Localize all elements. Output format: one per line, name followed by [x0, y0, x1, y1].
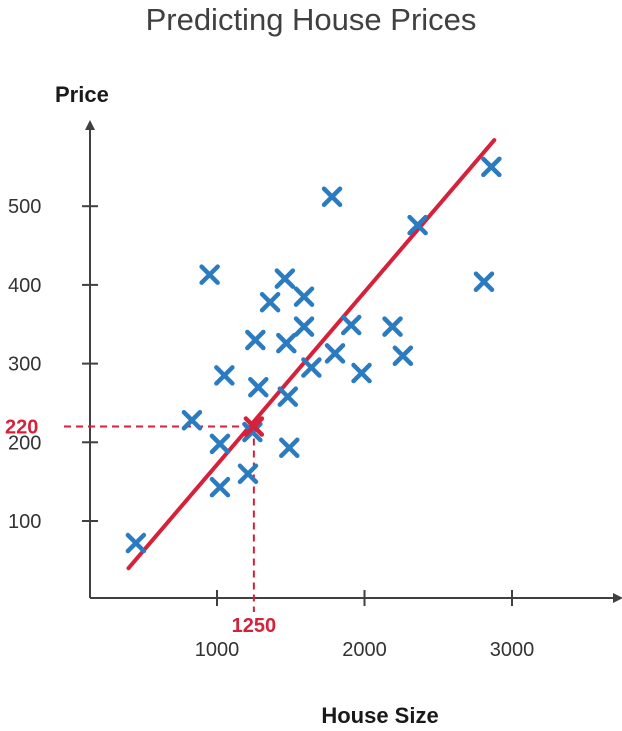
x-axis-label: House Size: [321, 703, 438, 728]
highlight-x-label: 1250: [232, 615, 277, 637]
y-tick-label: 500: [8, 196, 41, 218]
axes: [85, 120, 622, 603]
data-point: [324, 343, 346, 364]
x-tick-label: 2000: [342, 639, 387, 661]
y-tick-label: 200: [8, 432, 41, 454]
data-point: [473, 271, 495, 293]
data-point: [245, 329, 266, 351]
data-point: [237, 463, 259, 485]
data-point: [209, 476, 231, 498]
data-point: [382, 316, 403, 337]
data-point: [351, 362, 372, 384]
y-axis-label: Price: [55, 82, 109, 107]
data-point: [277, 386, 299, 407]
data-point: [125, 532, 147, 554]
data-point: [407, 214, 428, 236]
data-point: [481, 156, 502, 178]
y-tick-label: 100: [8, 511, 41, 533]
data-point: [274, 268, 296, 289]
ticks: 1000 2000 3000 100 200 300 400 500: [8, 196, 534, 661]
y-tick-label: 400: [8, 275, 41, 297]
y-tick-label: 300: [8, 354, 41, 376]
data-point: [181, 410, 203, 431]
chart-title: Predicting House Prices: [145, 2, 477, 37]
data-point: [259, 291, 281, 313]
data-point: [293, 316, 315, 337]
highlight-point: [243, 416, 265, 437]
data-point: [279, 437, 300, 459]
data-point: [340, 314, 362, 336]
data-point: [242, 421, 263, 443]
data-point: [276, 332, 297, 354]
data-point: [199, 264, 220, 285]
highlight-group: 1250 220: [5, 416, 277, 637]
data-point: [214, 365, 235, 386]
data-point: [209, 433, 231, 455]
x-tick-label: 1000: [195, 639, 240, 661]
data-point: [301, 357, 322, 378]
regression-line-group: [126, 138, 497, 571]
data-points: [125, 156, 502, 554]
data-point: [248, 376, 269, 398]
x-tick-label: 3000: [490, 639, 535, 661]
highlight-guides: [64, 425, 255, 612]
regression-line: [126, 138, 497, 571]
data-point: [321, 186, 343, 208]
data-point: [293, 286, 315, 307]
highlight-y-label: 220: [5, 417, 38, 439]
data-point: [392, 345, 414, 366]
